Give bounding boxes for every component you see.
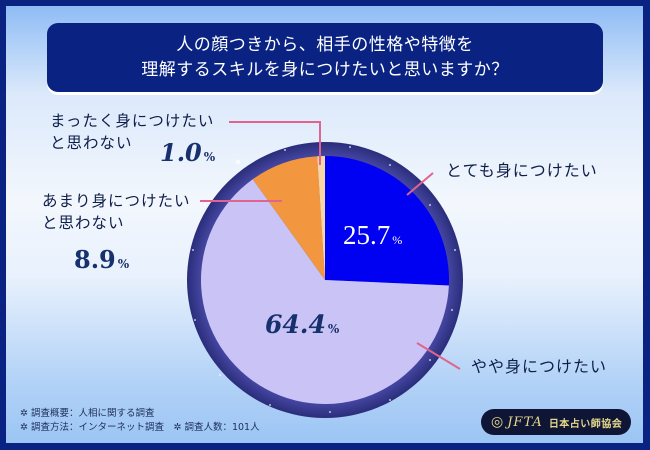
title-line-1: 人の顔つきから、相手の性格や特徴を xyxy=(176,35,474,55)
pie-slice xyxy=(317,156,325,280)
label-not-at-all: まったく身につけたい と思わない xyxy=(50,110,214,154)
label-somewhat: やや身につけたい xyxy=(471,357,608,376)
label-not-at-all-line1: まったく身につけたい xyxy=(50,112,215,130)
survey-notes-line2: ✲ 調査方法：インターネット調査 ✲ 調査人数：101人 xyxy=(20,422,260,433)
pie-slice xyxy=(325,156,450,286)
pct-not-at-all: 1.0% xyxy=(160,138,216,167)
label-not-much-line1: あまり身につけたい xyxy=(42,192,191,210)
pie-slice xyxy=(200,179,449,405)
jfta-logo: ◎ JFTA 日本占い師協会 xyxy=(481,409,631,435)
pct-not-much: 8.9% xyxy=(74,245,130,274)
ring-sparkles xyxy=(192,146,456,413)
logo-name: 日本占い師協会 xyxy=(548,418,623,430)
label-very: とても身につけたい xyxy=(446,161,598,180)
leader-line-not-at-all xyxy=(229,121,321,165)
title-line-2: 理解するスキルを身につけたいと思いますか？ xyxy=(141,60,509,80)
leader-line-somewhat xyxy=(416,342,461,370)
chart-title: 人の顔つきから、相手の性格や特徴を 理解するスキルを身につけたいと思いますか？ xyxy=(47,23,603,92)
logo-mark-icon: ◎ xyxy=(491,414,504,430)
label-not-much-line2: と思わない xyxy=(42,214,125,232)
pie-slice xyxy=(252,156,325,280)
survey-notes-line1: ✲ 調査概要：人相に関する調査 xyxy=(20,408,155,419)
pct-somewhat: 64.4% xyxy=(265,310,340,339)
leader-line-very xyxy=(406,172,434,196)
logo-abbr: JFTA xyxy=(507,414,543,430)
pct-very: 25.7% xyxy=(343,220,403,250)
survey-notes: ✲ 調査概要：人相に関する調査 ✲ 調査方法：インターネット調査 ✲ 調査人数：… xyxy=(20,407,260,435)
label-not-much: あまり身につけたい と思わない xyxy=(42,190,191,234)
label-not-at-all-line2: と思わない xyxy=(50,134,133,152)
leader-lines xyxy=(200,121,461,370)
pie-slices xyxy=(200,156,450,405)
